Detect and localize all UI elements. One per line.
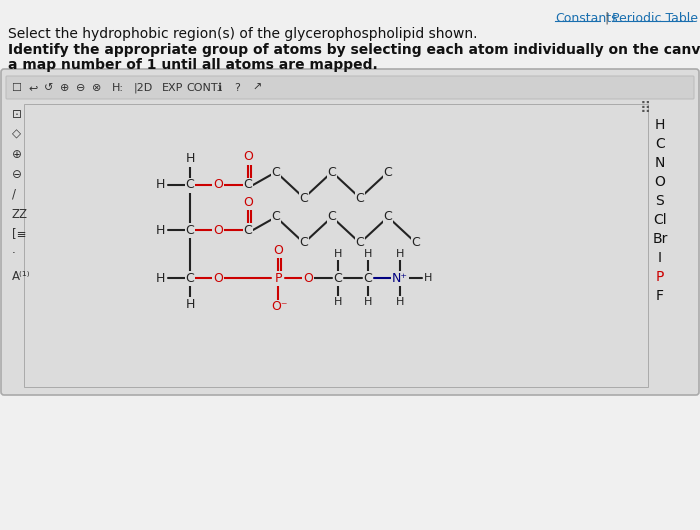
Text: ⠿: ⠿ xyxy=(639,101,650,116)
Text: O: O xyxy=(654,175,666,189)
Text: ⊖: ⊖ xyxy=(12,167,22,181)
Text: Br: Br xyxy=(652,232,668,246)
Text: |: | xyxy=(604,12,608,25)
Text: P: P xyxy=(656,270,664,284)
Text: H: H xyxy=(155,271,164,285)
Text: ⊡: ⊡ xyxy=(12,108,22,120)
Text: C: C xyxy=(300,191,309,205)
Text: C: C xyxy=(186,224,195,236)
Text: C: C xyxy=(272,165,281,179)
Text: ZZ: ZZ xyxy=(12,208,28,220)
Text: H: H xyxy=(364,249,372,259)
FancyBboxPatch shape xyxy=(6,76,694,99)
Text: C: C xyxy=(334,271,342,285)
Text: C: C xyxy=(384,165,393,179)
Text: O: O xyxy=(303,271,313,285)
Text: ⊕: ⊕ xyxy=(12,147,22,161)
Text: C: C xyxy=(328,165,337,179)
Text: a map number of 1 until all atoms are mapped.: a map number of 1 until all atoms are ma… xyxy=(8,58,378,72)
Text: H: H xyxy=(654,118,665,132)
Text: C: C xyxy=(356,191,365,205)
Text: H: H xyxy=(395,297,404,307)
Text: C: C xyxy=(244,179,253,191)
Text: C: C xyxy=(272,210,281,224)
Text: Cl: Cl xyxy=(653,213,667,227)
Text: ◇: ◇ xyxy=(12,128,21,140)
Text: O: O xyxy=(213,179,223,191)
Text: ⊗: ⊗ xyxy=(92,83,102,93)
Text: O: O xyxy=(243,151,253,163)
Text: Select the hydrophobic region(s) of the glycerophospholipid shown.: Select the hydrophobic region(s) of the … xyxy=(8,27,477,41)
Text: C: C xyxy=(300,236,309,250)
Text: C: C xyxy=(244,224,253,236)
Text: O: O xyxy=(243,196,253,208)
FancyBboxPatch shape xyxy=(1,69,699,395)
Text: ↩: ↩ xyxy=(28,83,37,93)
Text: |2D: |2D xyxy=(134,83,153,93)
Text: /: / xyxy=(12,188,16,200)
Text: P: P xyxy=(274,271,281,285)
Text: H: H xyxy=(334,249,342,259)
Text: Identify the appropriate group of atoms by selecting each atom individually on t: Identify the appropriate group of atoms … xyxy=(8,43,700,57)
Text: O: O xyxy=(213,224,223,236)
Text: C: C xyxy=(384,210,393,224)
Text: ⊖: ⊖ xyxy=(76,83,85,93)
Text: EXP: EXP xyxy=(162,83,183,93)
Text: A⁽¹⁾: A⁽¹⁾ xyxy=(12,270,31,284)
Text: S: S xyxy=(656,194,664,208)
Text: H: H xyxy=(424,273,432,283)
Text: C: C xyxy=(412,236,421,250)
Text: H: H xyxy=(364,297,372,307)
Text: H: H xyxy=(186,153,195,165)
Text: ☐: ☐ xyxy=(11,83,21,93)
Bar xyxy=(24,104,648,387)
Text: I: I xyxy=(658,251,662,265)
Text: H: H xyxy=(334,297,342,307)
Text: ?: ? xyxy=(234,83,240,93)
Text: C: C xyxy=(328,210,337,224)
Text: N: N xyxy=(654,156,665,170)
Text: CONT.: CONT. xyxy=(186,83,220,93)
Text: H: H xyxy=(155,179,164,191)
Text: O: O xyxy=(213,271,223,285)
Text: ↺: ↺ xyxy=(44,83,53,93)
Text: C: C xyxy=(363,271,372,285)
Text: C: C xyxy=(186,179,195,191)
Text: N⁺: N⁺ xyxy=(392,271,408,285)
Text: C: C xyxy=(655,137,665,151)
Text: F: F xyxy=(656,289,664,303)
Text: H: H xyxy=(155,224,164,236)
Text: ℹ: ℹ xyxy=(218,83,223,93)
Text: Constants: Constants xyxy=(555,12,617,25)
Text: ⊕: ⊕ xyxy=(60,83,69,93)
Text: O: O xyxy=(273,243,283,257)
Text: ↗: ↗ xyxy=(252,83,261,93)
Text: H:: H: xyxy=(112,83,124,93)
Text: Periodic Table: Periodic Table xyxy=(612,12,698,25)
Text: C: C xyxy=(186,271,195,285)
Text: O⁻: O⁻ xyxy=(271,301,287,314)
Text: ·: · xyxy=(12,248,15,261)
Text: [≡: [≡ xyxy=(12,227,27,241)
Text: H: H xyxy=(395,249,404,259)
Text: H: H xyxy=(186,297,195,311)
Text: C: C xyxy=(356,236,365,250)
